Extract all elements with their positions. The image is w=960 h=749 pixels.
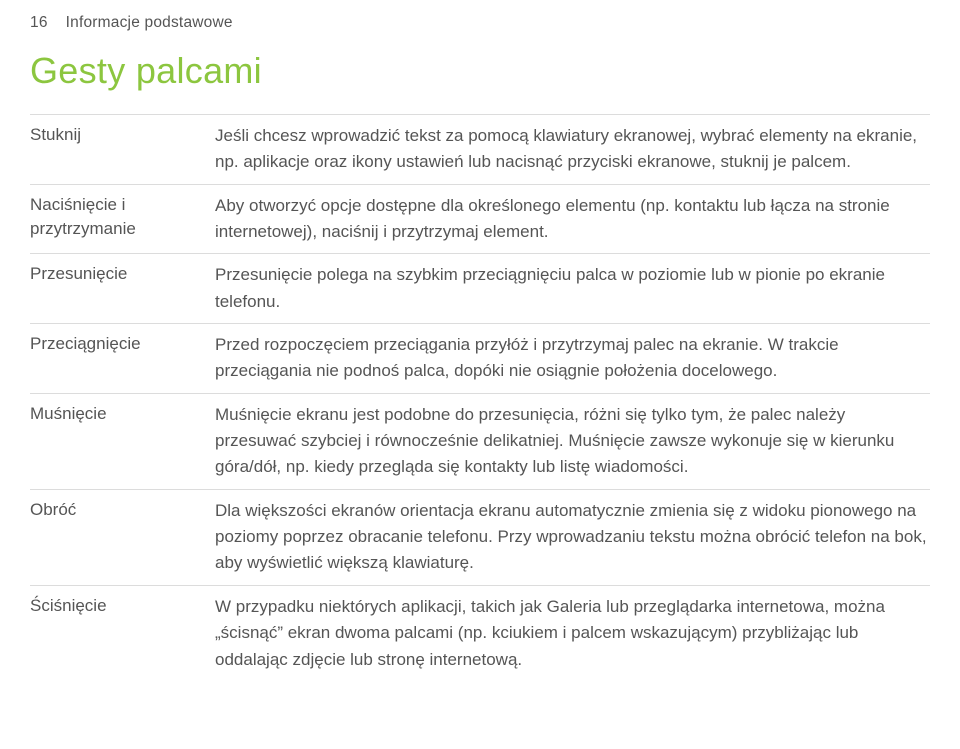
definition-row: Obróć Dla większości ekranów orientacja … xyxy=(30,489,930,585)
definition-term: Naciśnięcie i przytrzymanie xyxy=(30,193,215,246)
definition-desc: Jeśli chcesz wprowadzić tekst za pomocą … xyxy=(215,123,930,176)
page-header: 16 Informacje podstawowe xyxy=(30,14,930,32)
definition-desc: W przypadku niektórych aplikacji, takich… xyxy=(215,594,930,673)
section-name: Informacje podstawowe xyxy=(66,14,233,32)
definition-desc: Aby otworzyć opcje dostępne dla określon… xyxy=(215,193,930,246)
definition-desc: Muśnięcie ekranu jest podobne do przesun… xyxy=(215,402,930,481)
definition-term: Przeciągnięcie xyxy=(30,332,215,385)
definition-term: Przesunięcie xyxy=(30,262,215,315)
page-title: Gesty palcami xyxy=(30,50,930,92)
definition-row: Naciśnięcie i przytrzymanie Aby otworzyć… xyxy=(30,184,930,254)
definition-term: Ściśnięcie xyxy=(30,594,215,673)
definition-list: Stuknij Jeśli chcesz wprowadzić tekst za… xyxy=(30,114,930,681)
definition-term: Obróć xyxy=(30,498,215,577)
definition-row: Przeciągnięcie Przed rozpoczęciem przeci… xyxy=(30,323,930,393)
definition-row: Stuknij Jeśli chcesz wprowadzić tekst za… xyxy=(30,114,930,184)
definition-term: Muśnięcie xyxy=(30,402,215,481)
definition-term: Stuknij xyxy=(30,123,215,176)
definition-desc: Przesunięcie polega na szybkim przeciągn… xyxy=(215,262,930,315)
page-number: 16 xyxy=(30,14,48,32)
definition-row: Ściśnięcie W przypadku niektórych aplika… xyxy=(30,585,930,681)
definition-desc: Dla większości ekranów orientacja ekranu… xyxy=(215,498,930,577)
definition-desc: Przed rozpoczęciem przeciągania przyłóż … xyxy=(215,332,930,385)
definition-row: Przesunięcie Przesunięcie polega na szyb… xyxy=(30,253,930,323)
document-page: 16 Informacje podstawowe Gesty palcami S… xyxy=(0,0,960,711)
definition-row: Muśnięcie Muśnięcie ekranu jest podobne … xyxy=(30,393,930,489)
